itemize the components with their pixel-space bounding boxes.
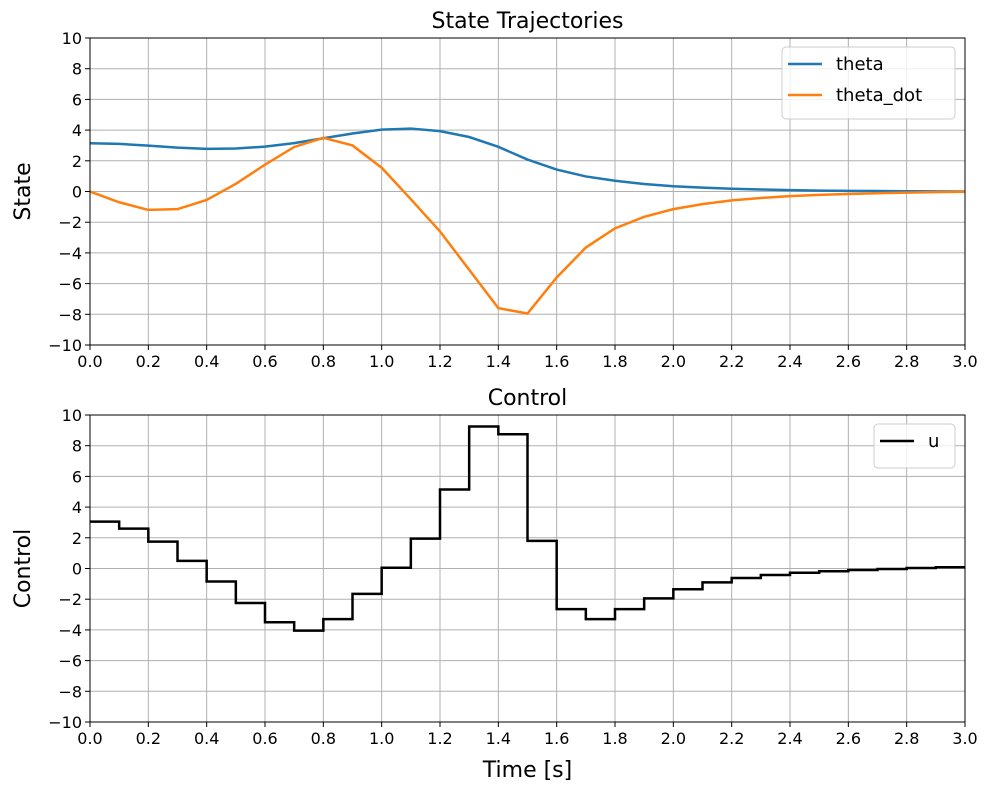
y-tick-label: −8	[58, 305, 82, 324]
y-tick-label: −4	[58, 244, 82, 263]
x-tick-label: 1.2	[427, 729, 452, 748]
legend: u	[873, 423, 956, 469]
y-tick-label: 4	[72, 498, 82, 517]
y-tick-label: 0	[72, 183, 82, 202]
x-tick-label: 0.2	[136, 352, 161, 371]
legend-label: theta	[836, 54, 884, 75]
x-tick-label: 2.2	[719, 352, 744, 371]
x-tick-label: 2.8	[894, 729, 919, 748]
x-tick-label: 0.8	[311, 729, 336, 748]
y-tick-label: −4	[58, 621, 82, 640]
y-axis-label: State	[11, 162, 36, 220]
x-tick-label: 1.6	[544, 729, 569, 748]
y-tick-label: 6	[72, 467, 82, 486]
y-tick-label: 10	[62, 406, 82, 425]
x-tick-label: 2.4	[777, 352, 802, 371]
y-tick-label: 8	[72, 60, 82, 79]
y-tick-label: −2	[58, 590, 82, 609]
y-tick-label: 10	[62, 29, 82, 48]
y-tick-label: 6	[72, 90, 82, 109]
legend-box	[873, 423, 956, 469]
x-tick-label: 0.2	[136, 729, 161, 748]
y-tick-label: −6	[58, 275, 82, 294]
x-tick-label: 1.2	[427, 352, 452, 371]
x-tick-label: 1.4	[486, 729, 511, 748]
chart-title: Control	[488, 386, 568, 411]
x-tick-label: 2.6	[836, 729, 861, 748]
x-tick-label: 1.8	[602, 352, 627, 371]
x-tick-label: 2.0	[661, 729, 686, 748]
x-tick-label: 1.6	[544, 352, 569, 371]
axes-frame	[89, 37, 966, 346]
state-plot: 0.0 0.2 0.4 0.6 0.8 1.0 1.2 1.4 1.6 1.8 2.0 2.2 2.4 2…	[11, 9, 978, 371]
series-line-theta-dot	[90, 136, 965, 315]
x-tick-label: 0.4	[194, 729, 219, 748]
y-tick-label: −8	[58, 682, 82, 701]
y-tick-label: 4	[72, 121, 82, 140]
x-tick-label: 2.2	[719, 729, 744, 748]
legend-label: u	[928, 431, 939, 452]
x-tick-label: 2.4	[777, 729, 802, 748]
x-tick-label: 0.8	[311, 352, 336, 371]
x-tick-label: 0.0	[77, 729, 102, 748]
chart-title: State Trajectories	[432, 9, 624, 34]
series-line-theta	[90, 127, 965, 193]
y-tick-label: 0	[72, 560, 82, 579]
x-tick-label: 3.0	[952, 729, 977, 748]
y-axis-label: Control	[11, 529, 36, 609]
x-tick-label: 0.6	[252, 729, 277, 748]
x-tick-label: 0.0	[77, 352, 102, 371]
x-tick-label: 2.0	[661, 352, 686, 371]
x-tick-label: 2.8	[894, 352, 919, 371]
x-tick-label: 1.4	[486, 352, 511, 371]
y-tick-label: −2	[58, 213, 82, 232]
y-tick-label: 8	[72, 437, 82, 456]
plot-area	[90, 425, 965, 632]
x-tick-label: 2.6	[836, 352, 861, 371]
y-tick-label: −10	[48, 336, 82, 355]
x-tick-label: 0.4	[194, 352, 219, 371]
x-tick-label: 3.0	[952, 352, 977, 371]
series-line-u	[90, 425, 965, 632]
x-tick-label: 1.8	[602, 729, 627, 748]
legend-label: theta_dot	[836, 85, 922, 106]
y-tick-label: 2	[72, 152, 82, 171]
x-tick-label: 0.6	[252, 352, 277, 371]
legend: theta theta_dot	[781, 46, 956, 120]
y-tick-label: 2	[72, 529, 82, 548]
y-tick-label: −10	[48, 713, 82, 732]
x-tick-label: 1.0	[369, 729, 394, 748]
plot-area	[90, 127, 965, 315]
x-axis-label: Time [s]	[482, 758, 572, 783]
y-tick-label: −6	[58, 652, 82, 671]
legend-box	[781, 46, 956, 120]
control-plot: 0.0 0.2 0.4 0.6 0.8 1.0 1.2 1.4 1.6 1.8 2.0 2.2 2.4 2…	[11, 386, 978, 783]
x-tick-label: 1.0	[369, 352, 394, 371]
axes-frame	[89, 414, 966, 723]
